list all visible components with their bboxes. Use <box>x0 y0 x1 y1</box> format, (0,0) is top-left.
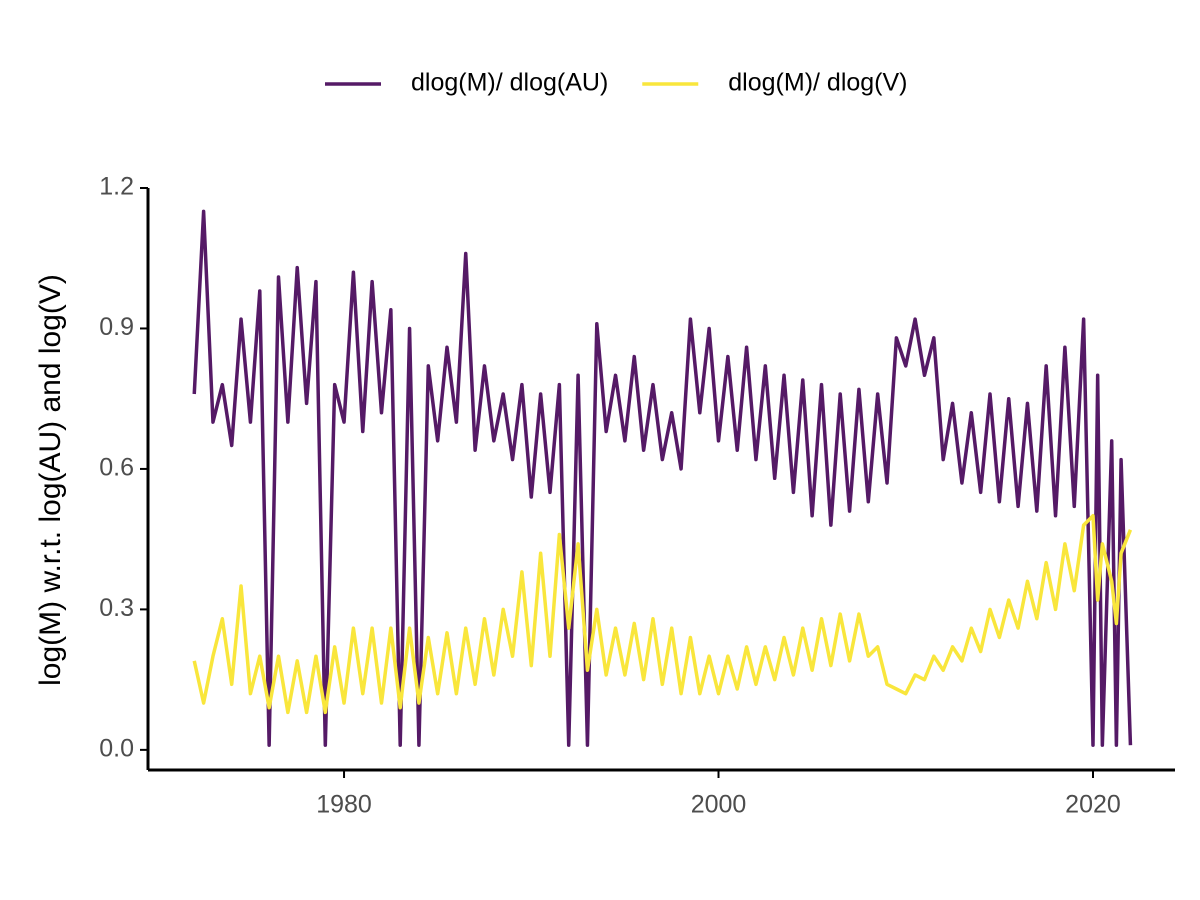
legend-label: dlog(M)/ dlog(AU) <box>411 69 608 97</box>
y-tick-label: 0.3 <box>99 594 134 622</box>
y-tick-label: 0.9 <box>99 313 134 341</box>
series-line <box>192 209 1133 747</box>
series-line <box>192 514 1133 715</box>
x-tick-label: 1980 <box>316 791 372 819</box>
legend-label: dlog(M)/ dlog(V) <box>728 69 907 97</box>
y-tick-label: 0.6 <box>99 454 134 482</box>
x-tick-label: 2000 <box>691 791 747 819</box>
y-axis-label: log(M) w.r.t. log(AU) and log(V) <box>34 274 67 686</box>
x-tick-label: 2020 <box>1065 791 1121 819</box>
y-tick-label: 0.0 <box>99 734 134 762</box>
y-tick-label: 1.2 <box>99 173 134 201</box>
